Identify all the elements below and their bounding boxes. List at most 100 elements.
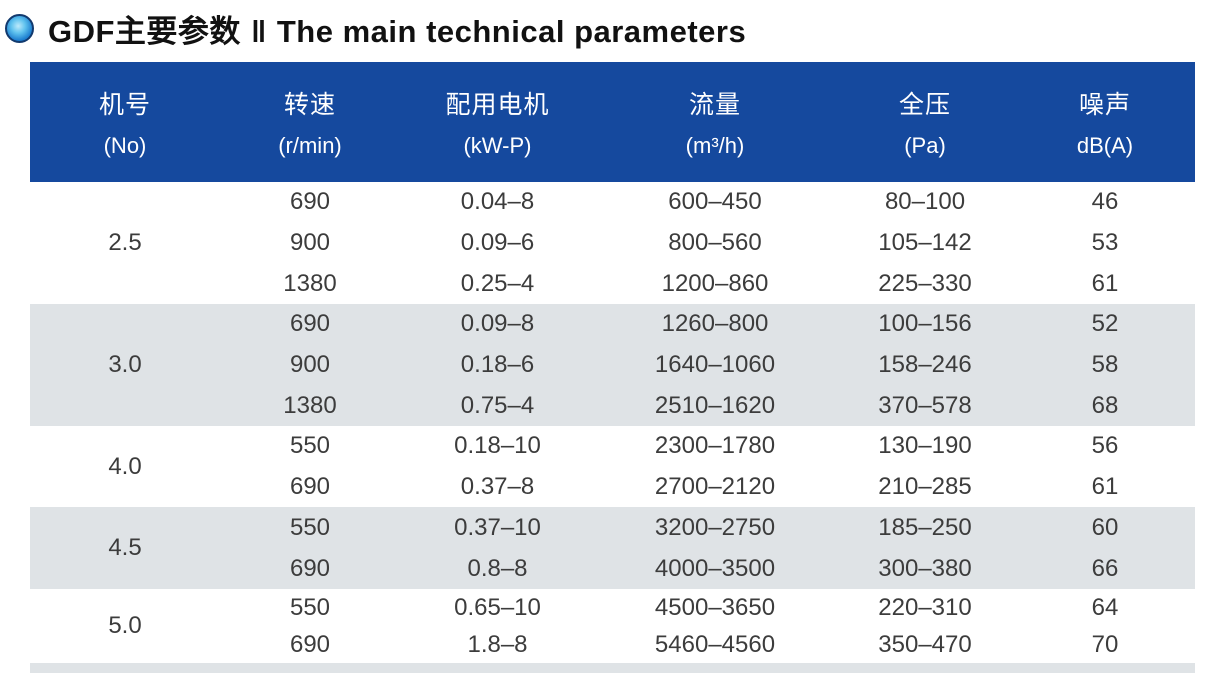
- cell-flow: 600–450: [668, 188, 762, 216]
- cell-speed: 690: [289, 310, 331, 338]
- parameters-table: 机号 (No) 转速 (r/min) 配用电机 (kW-P) 流量 (m³/h)…: [30, 62, 1195, 673]
- cell-pressure: 158–246: [878, 351, 972, 378]
- cell-speed: 900: [289, 351, 331, 378]
- cell-flow: 3200–2750: [654, 513, 776, 541]
- cell-noise: 46: [1091, 188, 1119, 216]
- cropped-next-group-strip: [30, 663, 1195, 673]
- cell-noise: 52: [1091, 310, 1119, 338]
- group-rows: 690 0.09–8 1260–800 100–156 52 900 0.18–6 1640–…: [220, 304, 1195, 426]
- cell-flow: 1260–800: [661, 310, 769, 338]
- cell-noise: 68: [1091, 391, 1119, 419]
- cell-motor: 0.09–6: [460, 229, 535, 256]
- cell-pressure: 100–156: [878, 310, 972, 338]
- group-rows: 550 0.18–10 2300–1780 130–190 56 690 0.37–8 270…: [220, 426, 1195, 507]
- page-title-cn: GDF主要参数: [48, 14, 241, 49]
- cell-pressure: 370–578: [878, 391, 972, 419]
- cell-motor: 0.37–10: [454, 513, 541, 541]
- fan-number-cell: 3.0: [108, 351, 142, 378]
- cell-pressure: 225–330: [878, 269, 972, 297]
- cell-speed: 1380: [283, 269, 337, 297]
- cell-noise: 56: [1091, 432, 1119, 460]
- cell-speed: 900: [289, 229, 331, 256]
- cell-motor: 0.25–4: [460, 269, 535, 297]
- cell-motor: 0.18–10: [454, 432, 541, 460]
- cell-noise: 61: [1091, 269, 1119, 297]
- group-rows: 690 0.04–8 600–450 80–100 46 900 0.09–6 800–560…: [220, 182, 1195, 304]
- group-5.0: 5.0 550 0.65–10 4500–3650 220–310 64 690 1.8–8 5…: [30, 589, 1195, 663]
- fan-number-cell: 4.0: [108, 452, 142, 480]
- table-row: 550 0.18–10 2300–1780 130–190 56: [220, 426, 1195, 467]
- cell-motor: 0.18–6: [460, 351, 535, 378]
- cell-pressure: 80–100: [884, 188, 966, 216]
- cell-pressure: 185–250: [878, 513, 972, 541]
- cell-pressure: 105–142: [878, 229, 972, 256]
- group-rows: 550 0.37–10 3200–2750 185–250 60 690 0.8–8 4000…: [220, 507, 1195, 589]
- table-header: 机号 (No) 转速 (r/min) 配用电机 (kW-P) 流量 (m³/h)…: [30, 62, 1195, 182]
- cell-flow: 2510–1620: [654, 391, 776, 419]
- group-3.0: 3.0 690 0.09–8 1260–800 100–156 52 900 0.18–6 16…: [30, 304, 1195, 426]
- cell-noise: 66: [1091, 554, 1119, 582]
- cell-flow: 2300–1780: [654, 432, 776, 460]
- cell-noise: 70: [1091, 630, 1119, 658]
- cell-flow: 1640–1060: [654, 351, 776, 378]
- cell-pressure: 130–190: [878, 432, 972, 460]
- fan-number-cell: 5.0: [108, 612, 142, 639]
- title-separator: ‖: [250, 14, 267, 49]
- table-row: 1380 0.75–4 2510–1620 370–578 68: [220, 385, 1195, 426]
- header-motor: 配用电机 (kW-P): [445, 91, 550, 158]
- cell-pressure: 350–470: [878, 630, 972, 658]
- table-row: 550 0.37–10 3200–2750 185–250 60: [220, 507, 1195, 548]
- page-title-row: GDF主要参数 ‖ The main technical parameters: [5, 6, 746, 51]
- cell-pressure: 220–310: [878, 593, 972, 621]
- cell-speed: 1380: [283, 391, 337, 419]
- cell-flow: 2700–2120: [654, 472, 776, 500]
- cell-speed: 690: [289, 188, 331, 216]
- group-4.5: 4.5 550 0.37–10 3200–2750 185–250 60 690 0.8–8 4…: [30, 507, 1195, 589]
- table-row: 1380 0.25–4 1200–860 225–330 61: [220, 263, 1195, 304]
- cell-motor: 1.8–8: [467, 630, 528, 658]
- cell-flow: 4000–3500: [654, 554, 776, 582]
- table-row: 690 0.37–8 2700–2120 210–285 61: [220, 467, 1195, 508]
- page-title-en: The main technical parameters: [276, 14, 747, 49]
- cell-flow: 4500–3650: [654, 593, 776, 621]
- cell-speed: 550: [289, 432, 331, 460]
- cell-noise: 58: [1091, 351, 1119, 378]
- cell-flow: 1200–860: [661, 269, 769, 297]
- cell-speed: 690: [289, 630, 331, 658]
- cell-motor: 0.75–4: [460, 391, 535, 419]
- table-body: 2.5 690 0.04–8 600–450 80–100 46 900 0.09–6 800–…: [30, 182, 1195, 663]
- table-row: 690 1.8–8 5460–4560 350–470 70: [220, 626, 1195, 663]
- table-row: 900 0.18–6 1640–1060 158–246 58: [220, 345, 1195, 386]
- cell-motor: 0.04–8: [460, 188, 535, 216]
- header-fan-number: 机号 (No): [98, 91, 151, 158]
- cell-flow: 800–560: [668, 229, 762, 256]
- page-title: GDF主要参数 ‖ The main technical parameters: [48, 6, 746, 51]
- cell-motor: 0.8–8: [467, 554, 528, 582]
- cell-pressure: 300–380: [878, 554, 972, 582]
- cell-noise: 53: [1091, 229, 1119, 256]
- header-noise: 噪声 dB(A): [1076, 91, 1134, 158]
- cell-speed: 550: [289, 513, 331, 541]
- table-row: 690 0.8–8 4000–3500 300–380 66: [220, 548, 1195, 589]
- table-row: 690 0.04–8 600–450 80–100 46: [220, 182, 1195, 223]
- fan-number-cell: 4.5: [108, 534, 142, 561]
- header-flow: 流量 (m³/h): [685, 91, 745, 158]
- table-row: 550 0.65–10 4500–3650 220–310 64: [220, 589, 1195, 626]
- header-speed: 转速 (r/min): [278, 91, 342, 158]
- cell-speed: 690: [289, 472, 331, 500]
- cell-motor: 0.65–10: [454, 593, 541, 621]
- cell-noise: 61: [1091, 472, 1119, 500]
- cell-speed: 550: [289, 593, 331, 621]
- group-2.5: 2.5 690 0.04–8 600–450 80–100 46 900 0.09–6 800–…: [30, 182, 1195, 304]
- group-4.0: 4.0 550 0.18–10 2300–1780 130–190 56 690 0.37–8…: [30, 426, 1195, 507]
- bullet-icon: [5, 14, 34, 43]
- header-pressure: 全压 (Pa): [898, 91, 951, 158]
- cell-flow: 5460–4560: [654, 630, 776, 658]
- table-row: 900 0.09–6 800–560 105–142 53: [220, 223, 1195, 264]
- cell-pressure: 210–285: [878, 472, 972, 500]
- cell-speed: 690: [289, 554, 331, 582]
- table-row: 690 0.09–8 1260–800 100–156 52: [220, 304, 1195, 345]
- cell-motor: 0.37–8: [460, 472, 535, 500]
- cell-noise: 60: [1091, 513, 1119, 541]
